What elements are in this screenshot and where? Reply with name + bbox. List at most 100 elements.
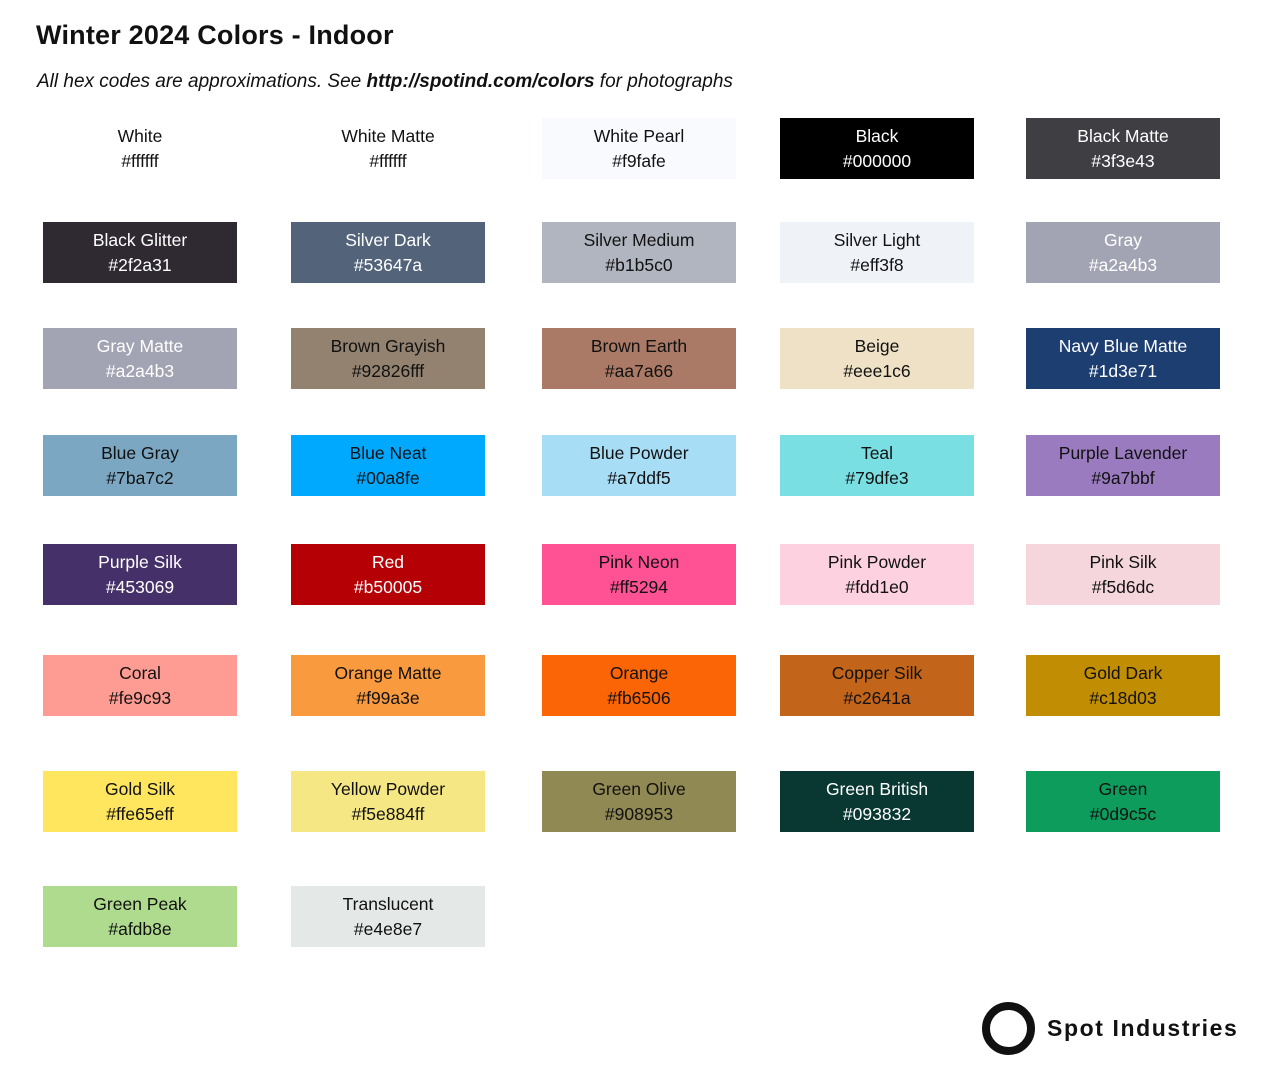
color-hex: #3f3e43 bbox=[1091, 150, 1155, 171]
color-name: Gold Dark bbox=[1083, 662, 1163, 683]
color-name: Coral bbox=[119, 662, 161, 683]
color-swatch: Gray #a2a4b3 bbox=[1026, 222, 1220, 283]
color-name: White Matte bbox=[341, 125, 435, 146]
color-hex: #908953 bbox=[604, 803, 674, 824]
color-swatch: Gray Matte #a2a4b3 bbox=[43, 328, 237, 389]
color-swatch: Navy Blue Matte #1d3e71 bbox=[1026, 328, 1220, 389]
color-swatch: Green #0d9c5c bbox=[1026, 771, 1220, 832]
color-hex: #fe9c93 bbox=[108, 687, 172, 708]
color-name: Brown Grayish bbox=[330, 335, 446, 356]
color-swatch: Green Olive #908953 bbox=[542, 771, 736, 832]
color-name: Silver Dark bbox=[345, 229, 431, 250]
color-hex: #fdd1e0 bbox=[845, 576, 909, 597]
color-hex: #92826fff bbox=[351, 360, 425, 381]
color-hex: #f99a3e bbox=[356, 687, 420, 708]
color-hex: #ffe65eff bbox=[106, 803, 174, 824]
color-name: Gray Matte bbox=[96, 335, 184, 356]
color-hex: #a2a4b3 bbox=[1088, 254, 1158, 275]
swatch-row-7: Gold Silk #ffe65eff Yellow Powder #f5e88… bbox=[0, 771, 1280, 832]
color-swatch: Blue Neat #00a8fe bbox=[291, 435, 485, 496]
color-name: Gold Silk bbox=[104, 778, 176, 799]
color-hex: #f5e884ff bbox=[351, 803, 425, 824]
color-hex: #f9fafe bbox=[612, 150, 666, 171]
brand-name: Spot Industries bbox=[1047, 1015, 1239, 1041]
swatch-row-6: Coral #fe9c93 Orange Matte #f99a3e Orang… bbox=[0, 655, 1280, 716]
color-name: White bbox=[117, 125, 163, 146]
color-swatch: Coral #fe9c93 bbox=[43, 655, 237, 716]
color-swatch: Black #000000 bbox=[780, 118, 974, 179]
color-name: Pink Silk bbox=[1089, 551, 1157, 572]
color-swatch: Green Peak #afdb8e bbox=[43, 886, 237, 947]
color-swatch: Copper Silk #c2641a bbox=[780, 655, 974, 716]
color-swatch: Teal #79dfe3 bbox=[780, 435, 974, 496]
color-hex: #a7ddf5 bbox=[607, 467, 671, 488]
color-hex: #000000 bbox=[842, 150, 912, 171]
color-name: Orange Matte bbox=[334, 662, 442, 683]
subtitle-text-suffix: for photographs bbox=[594, 71, 733, 92]
color-name: Red bbox=[371, 551, 405, 572]
color-hex: #c18d03 bbox=[1089, 687, 1157, 708]
color-hex: #e4e8e7 bbox=[353, 918, 423, 939]
color-swatch: Orange Matte #f99a3e bbox=[291, 655, 485, 716]
swatch-row-4: Blue Gray #7ba7c2 Blue Neat #00a8fe Blue… bbox=[0, 435, 1280, 496]
swatch-row-8: Green Peak #afdb8e Translucent #e4e8e7 bbox=[0, 886, 1280, 947]
color-swatch: Gold Silk #ffe65eff bbox=[43, 771, 237, 832]
color-hex: #c2641a bbox=[843, 687, 911, 708]
color-hex: #1d3e71 bbox=[1088, 360, 1158, 381]
color-swatch: Pink Silk #f5d6dc bbox=[1026, 544, 1220, 605]
page-subtitle: All hex codes are approximations. See ht… bbox=[37, 71, 733, 93]
colors-url-link[interactable]: http://spotind.com/colors bbox=[366, 71, 595, 92]
color-swatch: Pink Powder #fdd1e0 bbox=[780, 544, 974, 605]
color-name: Yellow Powder bbox=[330, 778, 446, 799]
swatch-row-3: Gray Matte #a2a4b3 Brown Grayish #92826f… bbox=[0, 328, 1280, 389]
brand-logo: Spot Industries bbox=[982, 1002, 1238, 1055]
color-swatch: Blue Gray #7ba7c2 bbox=[43, 435, 237, 496]
color-swatch: Purple Silk #453069 bbox=[43, 544, 237, 605]
color-swatch: Blue Powder #a7ddf5 bbox=[542, 435, 736, 496]
color-name: Blue Powder bbox=[589, 442, 689, 463]
color-name: Copper Silk bbox=[831, 662, 923, 683]
color-name: Beige bbox=[854, 335, 900, 356]
color-swatch: Brown Grayish #92826fff bbox=[291, 328, 485, 389]
color-swatch: Silver Dark #53647a bbox=[291, 222, 485, 283]
color-name: Green Olive bbox=[592, 778, 686, 799]
color-hex: #a2a4b3 bbox=[105, 360, 175, 381]
color-name: Teal bbox=[860, 442, 894, 463]
color-swatch: Translucent #e4e8e7 bbox=[291, 886, 485, 947]
subtitle-text-prefix: All hex codes are approximations. See bbox=[37, 71, 367, 92]
color-name: Black bbox=[855, 125, 899, 146]
color-hex: #afdb8e bbox=[108, 918, 172, 939]
color-hex: #0d9c5c bbox=[1089, 803, 1157, 824]
color-name: Purple Silk bbox=[98, 551, 182, 572]
color-hex: #00a8fe bbox=[356, 467, 420, 488]
color-hex: #eff3f8 bbox=[850, 254, 904, 275]
ring-circle-icon bbox=[982, 1002, 1035, 1055]
color-name: Orange bbox=[609, 662, 669, 683]
swatch-row-2: Black Glitter #2f2a31 Silver Dark #53647… bbox=[0, 222, 1280, 283]
color-hex: #eee1c6 bbox=[843, 360, 911, 381]
color-swatch: White #ffffff bbox=[43, 118, 237, 179]
color-hex: #79dfe3 bbox=[845, 467, 909, 488]
swatch-row-1: White #ffffff White Matte #ffffff White … bbox=[0, 118, 1280, 179]
swatch-row-5: Purple Silk #453069 Red #b50005 Pink Neo… bbox=[0, 544, 1280, 605]
color-name: Black Glitter bbox=[92, 229, 188, 250]
color-swatch: Red #b50005 bbox=[291, 544, 485, 605]
color-swatch: Beige #eee1c6 bbox=[780, 328, 974, 389]
color-name: White Pearl bbox=[593, 125, 685, 146]
color-name: Blue Gray bbox=[101, 442, 179, 463]
color-hex: #9a7bbf bbox=[1091, 467, 1155, 488]
color-name: Purple Lavender bbox=[1058, 442, 1188, 463]
color-hex: #53647a bbox=[353, 254, 423, 275]
color-swatch: Gold Dark #c18d03 bbox=[1026, 655, 1220, 716]
color-hex: #fb6506 bbox=[607, 687, 671, 708]
color-name: Pink Powder bbox=[827, 551, 927, 572]
color-hex: #b50005 bbox=[353, 576, 423, 597]
color-swatch: Silver Light #eff3f8 bbox=[780, 222, 974, 283]
color-hex: #aa7a66 bbox=[604, 360, 674, 381]
color-hex: #ffffff bbox=[121, 150, 159, 171]
color-hex: #ff5294 bbox=[609, 576, 669, 597]
color-name: Brown Earth bbox=[590, 335, 688, 356]
color-swatch: Black Matte #3f3e43 bbox=[1026, 118, 1220, 179]
color-hex: #093832 bbox=[842, 803, 912, 824]
